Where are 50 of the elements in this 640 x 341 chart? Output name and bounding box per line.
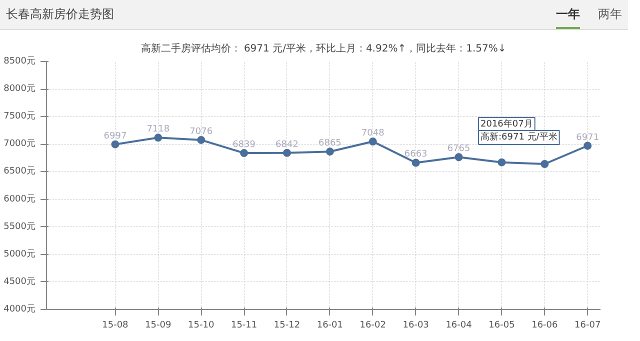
y-tick-label: 6500元 bbox=[4, 166, 36, 177]
y-tick-label: 4000元 bbox=[4, 304, 36, 314]
x-tick-label: 15-12 bbox=[274, 320, 300, 330]
y-tick-label: 7000元 bbox=[4, 138, 36, 150]
x-tick-label: 16-04 bbox=[446, 320, 472, 330]
x-tick-label: 16-05 bbox=[488, 320, 515, 330]
chart-title: 长春高新房价走势图 bbox=[6, 6, 114, 23]
data-label: 7076 bbox=[190, 126, 213, 137]
point bbox=[540, 160, 549, 168]
y-tick-label: 5500元 bbox=[4, 220, 36, 232]
chart-subtitle: 高新二手房评估均价： 6971 元/平米，环比上月：4.92%↑，同比去年：1.57%↓ bbox=[140, 42, 506, 54]
data-label: 6971 bbox=[576, 132, 600, 143]
data-label: 6765 bbox=[447, 144, 470, 154]
y-tick-label: 8500元 bbox=[4, 56, 36, 66]
data-label: 6997 bbox=[104, 131, 127, 142]
data-label: 7048 bbox=[361, 128, 385, 139]
text: 一年 bbox=[556, 6, 580, 29]
point bbox=[240, 149, 248, 158]
x-tick-label: 16-06 bbox=[532, 320, 558, 330]
x-tick-label: 16-07 bbox=[574, 320, 601, 330]
point bbox=[197, 136, 206, 144]
point bbox=[154, 134, 162, 142]
x-tick-label: 15-09 bbox=[145, 320, 172, 330]
point bbox=[326, 148, 334, 156]
data-label: 6865 bbox=[318, 138, 342, 149]
x-tick-label: 16-01 bbox=[316, 320, 344, 330]
y-tick-label: 7500元 bbox=[4, 110, 36, 122]
y-tick-label: 6000元 bbox=[4, 193, 36, 204]
y-tick-label: 5000元 bbox=[4, 248, 36, 260]
point bbox=[454, 153, 463, 162]
point bbox=[412, 158, 420, 167]
x-tick-label: 15-08 bbox=[102, 320, 129, 330]
point bbox=[111, 140, 120, 148]
x-tick-label: 15-11 bbox=[230, 320, 258, 330]
point bbox=[584, 142, 592, 150]
annotation: 2016年07月 bbox=[480, 118, 533, 130]
point bbox=[368, 138, 377, 146]
text: 两年 bbox=[598, 6, 622, 21]
point bbox=[282, 148, 291, 157]
annotation: 高新:6971 元/平米 bbox=[480, 132, 558, 142]
point bbox=[498, 158, 506, 166]
data-label: 7118 bbox=[146, 124, 170, 135]
data-label: 6839 bbox=[232, 140, 256, 150]
data-label: 6663 bbox=[404, 150, 428, 160]
x-tick-label: 15-10 bbox=[188, 320, 214, 330]
x-tick-label: 16-03 bbox=[402, 320, 429, 330]
y-tick-label: 4500元 bbox=[4, 276, 36, 287]
x-tick-label: 16-02 bbox=[360, 320, 386, 330]
y-tick-label: 8000元 bbox=[4, 83, 36, 94]
data-label: 6842 bbox=[276, 140, 298, 150]
